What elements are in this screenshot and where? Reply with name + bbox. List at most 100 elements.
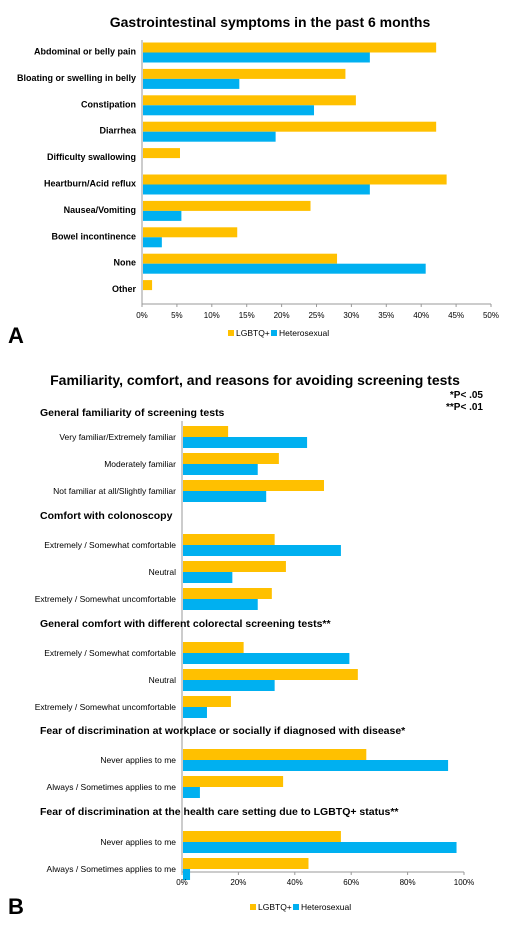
- panel-b-category-label: Not familiar at all/Slightly familiar: [53, 486, 176, 496]
- panel-a-legend-label-heterosexual: Heterosexual: [279, 328, 329, 338]
- panel-a-category-label: Diarrhea: [99, 126, 137, 136]
- panel-b-bar-heterosexual: [183, 599, 258, 610]
- panel-a-legend-label-lgbtq: LGBTQ+: [236, 328, 270, 338]
- panel-b-bar-lgbtq: [183, 749, 367, 760]
- panel-a-bar-lgbtq: [143, 95, 356, 106]
- panel-b-category-label: Extremely / Somewhat comfortable: [44, 540, 176, 550]
- panel-b-chart: General familiarity of screening tests Ve…: [35, 407, 475, 912]
- panel-b-category-label: Moderately familiar: [104, 459, 176, 469]
- panel-b-x-tick-label: 100%: [454, 878, 474, 887]
- panel-a-bar-heterosexual: [143, 210, 182, 221]
- panel-b-bar-lgbtq: [183, 453, 279, 464]
- panel-a-bar-heterosexual: [143, 105, 315, 116]
- panel-a-x-tick-label: 5%: [171, 311, 183, 320]
- panel-b-bar-heterosexual: [183, 842, 457, 853]
- panel-a-category-label: Constipation: [81, 99, 136, 109]
- panel-a-bar-lgbtq: [143, 227, 238, 238]
- panel-b-x-tick-label: 0%: [176, 878, 188, 887]
- panel-a-category-label: Heartburn/Acid reflux: [44, 179, 136, 189]
- panel-b-bar-lgbtq: [183, 776, 284, 787]
- panel-b-category-label: Always / Sometimes applies to me: [47, 864, 177, 874]
- panel-a-category-label: Bloating or swelling in belly: [17, 73, 136, 83]
- panel-b-bar-lgbtq: [183, 480, 324, 491]
- panel-a-title: Gastrointestinal symptoms in the past 6 …: [110, 14, 431, 30]
- panel-b-bar-lgbtq: [183, 669, 358, 680]
- panel-b-category-label: Extremely / Somewhat comfortable: [44, 648, 176, 658]
- panel-b-bar-lgbtq: [183, 534, 275, 545]
- panel-a-bar-heterosexual: [143, 52, 370, 63]
- panel-b-bar-heterosexual: [183, 680, 275, 691]
- panel-b-letter: B: [8, 894, 24, 919]
- panel-a-x-tick-label: 30%: [343, 311, 359, 320]
- panel-a-category-label: Difficulty swallowing: [47, 152, 136, 162]
- panel-b-group-heading: Fear of discrimination at workplace or s…: [40, 725, 406, 737]
- panel-b-bar-heterosexual: [183, 437, 308, 448]
- panel-b-bar-lgbtq: [183, 696, 231, 707]
- panel-a-bar-lgbtq: [143, 253, 338, 264]
- panel-b-category-label: Never applies to me: [100, 837, 176, 847]
- panel-b-x-tick-label: 60%: [343, 878, 359, 887]
- panel-a-bar-heterosexual: [143, 131, 276, 142]
- significance-note-2: **P< .01: [446, 402, 483, 413]
- panel-b-category-label: Extremely / Somewhat uncomfortable: [35, 702, 177, 712]
- panel-b-bar-lgbtq: [183, 858, 309, 869]
- panel-a-bar-lgbtq: [143, 42, 437, 53]
- panel-a-bar-heterosexual: [143, 78, 240, 89]
- panel-a-legend-swatch-lgbtq: [228, 330, 234, 336]
- panel-a-letter: A: [8, 323, 24, 348]
- significance-note-1: *P< .05: [450, 390, 484, 401]
- panel-b-bar-heterosexual: [183, 787, 200, 798]
- panel-b-bar-heterosexual: [183, 572, 233, 583]
- panel-a-bar-lgbtq: [143, 121, 437, 132]
- panel-a-category-label: None: [114, 258, 137, 268]
- panel-b-bar-heterosexual: [183, 760, 449, 771]
- panel-b-bar-lgbtq: [183, 588, 272, 599]
- panel-b-group-heading: Comfort with colonoscopy: [40, 510, 173, 522]
- panel-a-legend-swatch-heterosexual: [271, 330, 277, 336]
- panel-b-legend-swatch-lgbtq: [250, 904, 256, 910]
- panel-b-legend-swatch-heterosexual: [293, 904, 299, 910]
- panel-b-legend-label-heterosexual: Heterosexual: [301, 902, 351, 912]
- panel-a-x-tick-label: 20%: [274, 311, 290, 320]
- panel-b-category-label: Extremely / Somewhat uncomfortable: [35, 594, 177, 604]
- panel-a-x-tick-label: 25%: [308, 311, 324, 320]
- panel-a-category-label: Other: [112, 284, 137, 294]
- panel-a-x-tick-label: 35%: [378, 311, 394, 320]
- panel-b-x-tick-label: 80%: [400, 878, 416, 887]
- panel-a-bar-heterosexual: [143, 184, 370, 195]
- panel-a-category-label: Abdominal or belly pain: [34, 47, 136, 57]
- panel-a-x-tick-label: 50%: [483, 311, 499, 320]
- panel-a-bar-lgbtq: [143, 200, 311, 211]
- panel-b-category-label: Always / Sometimes applies to me: [47, 782, 177, 792]
- panel-a-bar-lgbtq: [143, 280, 153, 291]
- panel-b-bar-heterosexual: [183, 707, 207, 718]
- panel-a-bar-lgbtq: [143, 68, 346, 79]
- panel-a-category-label: Bowel incontinence: [51, 231, 136, 241]
- panel-b-category-label: Neutral: [149, 567, 177, 577]
- panel-b-group-heading: Fear of discrimination at the health car…: [40, 806, 399, 818]
- panel-b-legend-label-lgbtq: LGBTQ+: [258, 902, 292, 912]
- panel-b-bar-lgbtq: [183, 831, 341, 842]
- panel-b-bar-heterosexual: [183, 869, 191, 880]
- panel-b-bar-heterosexual: [183, 464, 258, 475]
- panel-a-bar-lgbtq: [143, 174, 447, 185]
- panel-a-bar-heterosexual: [143, 237, 162, 248]
- panel-b-x-tick-label: 40%: [287, 878, 303, 887]
- panel-b-bar-lgbtq: [183, 642, 244, 653]
- panel-a-x-tick-label: 40%: [413, 311, 429, 320]
- panel-a-x-tick-label: 10%: [204, 311, 220, 320]
- panel-b-bar-lgbtq: [183, 561, 286, 572]
- panel-b-group-heading: General familiarity of screening tests: [40, 407, 225, 419]
- panel-b-bar-heterosexual: [183, 545, 341, 556]
- panel-a-bar-lgbtq: [143, 148, 180, 159]
- panel-b-title: Familiarity, comfort, and reasons for av…: [50, 372, 460, 388]
- panel-b-category-label: Never applies to me: [100, 755, 176, 765]
- panel-b-bar-heterosexual: [183, 491, 267, 502]
- panel-a-x-tick-label: 15%: [239, 311, 255, 320]
- panel-b-group-heading: General comfort with different colorecta…: [40, 618, 331, 630]
- panel-b-bar-lgbtq: [183, 426, 229, 437]
- panel-b-category-label: Very familiar/Extremely familiar: [59, 432, 176, 442]
- panel-a-x-tick-label: 45%: [448, 311, 464, 320]
- panel-b-category-label: Neutral: [149, 675, 177, 685]
